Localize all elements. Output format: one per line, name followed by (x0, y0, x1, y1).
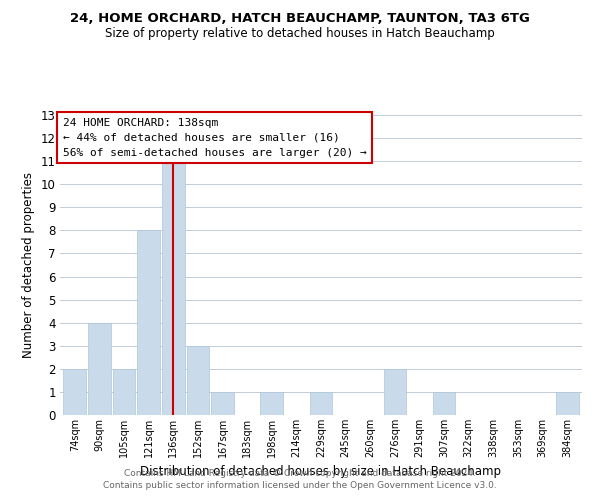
Bar (211, 392, 234, 415)
Bar (260, 392, 283, 415)
Bar (162, 161, 185, 415)
Bar (137, 230, 160, 415)
Bar (433, 392, 455, 415)
Text: 24, HOME ORCHARD, HATCH BEAUCHAMP, TAUNTON, TA3 6TG: 24, HOME ORCHARD, HATCH BEAUCHAMP, TAUNT… (70, 12, 530, 26)
Bar (556, 392, 578, 415)
Bar (64, 369, 86, 415)
Bar (113, 369, 136, 415)
Text: Contains public sector information licensed under the Open Government Licence v3: Contains public sector information licen… (103, 481, 497, 490)
Bar (383, 369, 406, 415)
X-axis label: Distribution of detached houses by size in Hatch Beauchamp: Distribution of detached houses by size … (140, 466, 502, 478)
Bar (310, 392, 332, 415)
Text: Size of property relative to detached houses in Hatch Beauchamp: Size of property relative to detached ho… (105, 28, 495, 40)
Bar (88, 322, 111, 415)
Text: Contains HM Land Registry data © Crown copyright and database right 2024.: Contains HM Land Registry data © Crown c… (124, 468, 476, 477)
Bar (187, 346, 209, 415)
Y-axis label: Number of detached properties: Number of detached properties (22, 172, 35, 358)
Text: 24 HOME ORCHARD: 138sqm
← 44% of detached houses are smaller (16)
56% of semi-de: 24 HOME ORCHARD: 138sqm ← 44% of detache… (62, 118, 367, 158)
